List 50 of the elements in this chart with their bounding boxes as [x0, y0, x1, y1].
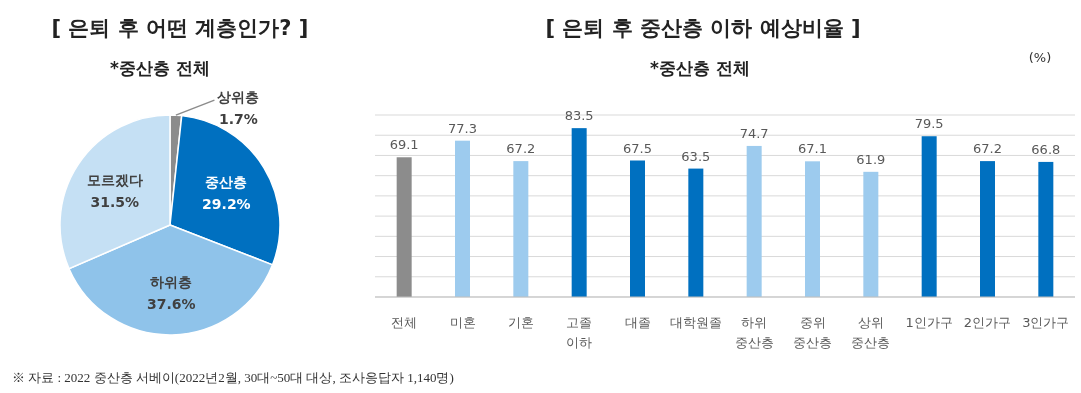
text: (%): [1028, 50, 1052, 65]
data-label: 1.7%: [219, 111, 258, 128]
x-tick-label: 중위 중산층: [793, 315, 832, 350]
data-label: 69.1: [389, 137, 419, 153]
x-tick-label: 3인가구: [1022, 315, 1070, 330]
bar: [571, 128, 587, 297]
data-label: 83.5: [564, 108, 594, 124]
bar: [1038, 161, 1054, 297]
x-tick-label: 전체: [391, 315, 418, 330]
chart-subtitle: *중산층 전체: [650, 58, 750, 78]
text: ※ 자료 : 2022 중산층 서베이(2022년2월, 30대~50대 대상, 조사응답자 1,140명): [12, 370, 454, 385]
slice-label: 중산층: [205, 173, 248, 190]
data-label: 67.2: [973, 141, 1002, 157]
chart-title: [ 은퇴 후 중산층 이하 예상비율 ]: [545, 16, 861, 40]
bar: [396, 157, 412, 297]
x-tick-label: 2인가구: [963, 315, 1012, 330]
x-tick-label: 상위 중산층: [851, 315, 891, 350]
bar: [805, 161, 820, 297]
x-tick-label: 1인가구: [905, 315, 953, 330]
data-label: 31.5%: [90, 193, 140, 210]
bar: [980, 161, 995, 297]
slice-label: 상위층: [217, 89, 260, 106]
x-tick-label: 미혼: [449, 315, 476, 330]
slice-label: 하위층: [150, 273, 193, 290]
data-label: 74.7: [739, 125, 769, 141]
data-label: 79.5: [914, 116, 944, 132]
data-label: 67.5: [623, 140, 652, 156]
data-label: 61.9: [856, 151, 886, 167]
data-label: 37.6%: [146, 295, 196, 312]
x-tick-label: 고졸 이하: [566, 315, 593, 350]
bar: [863, 171, 879, 297]
slice-label: 모르겠다: [86, 171, 143, 188]
bar: [688, 168, 704, 297]
bar: [455, 140, 470, 297]
data-label: 67.1: [798, 141, 827, 157]
bar: [630, 160, 645, 297]
bar: [746, 145, 762, 297]
bar: [921, 136, 937, 297]
x-tick-label: 대학원졸: [669, 315, 722, 330]
data-label: 29.2%: [202, 195, 251, 212]
x-tick-label: 하위 중산층: [734, 315, 774, 350]
data-label: 66.8: [1031, 141, 1061, 157]
chart-title: [ 은퇴 후 어떤 계층인가? ]: [51, 16, 309, 40]
x-tick-label: 기혼: [507, 315, 534, 330]
chart-subtitle: *중산층 전체: [110, 58, 210, 78]
data-label: 67.2: [506, 141, 536, 157]
x-tick-label: 대졸: [624, 315, 651, 330]
bar: [513, 161, 529, 297]
data-label: 77.3: [448, 120, 477, 136]
data-label: 63.5: [681, 148, 711, 164]
